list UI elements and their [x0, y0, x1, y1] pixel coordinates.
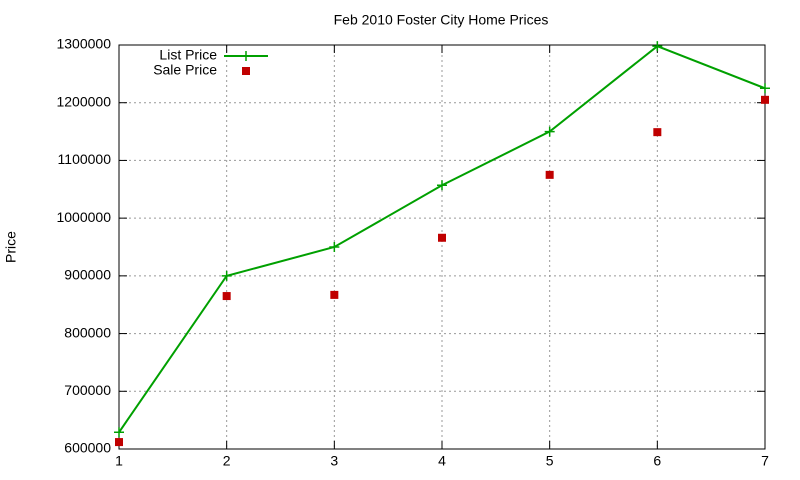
point-marker — [761, 95, 769, 104]
point-marker — [545, 170, 554, 179]
legend-label: Sale Price — [153, 62, 217, 78]
x-tick-label: 1 — [115, 453, 123, 469]
point-marker — [652, 41, 663, 52]
y-tick-label: 600000 — [64, 440, 111, 456]
point-marker — [329, 242, 340, 252]
chart-title: Feb 2010 Foster City Home Prices — [334, 12, 549, 28]
y-tick-label: 700000 — [64, 382, 111, 398]
legend-swatch — [241, 51, 251, 61]
y-tick-label: 900000 — [64, 267, 111, 283]
x-tick-label: 5 — [546, 453, 554, 469]
point-marker — [330, 290, 339, 299]
x-tick-label: 6 — [653, 453, 661, 469]
y-axis-label: Price — [3, 231, 19, 263]
legend-swatch — [242, 67, 250, 75]
plot-frame — [118, 44, 766, 450]
point-marker — [222, 292, 231, 301]
x-tick-label: 3 — [330, 453, 338, 469]
point-marker — [114, 427, 124, 438]
point-marker — [115, 438, 123, 447]
point-marker — [760, 83, 770, 94]
y-tick-label: 1200000 — [56, 93, 111, 109]
point-marker — [438, 233, 446, 242]
point-marker — [221, 270, 232, 281]
point-marker — [437, 180, 447, 191]
y-tick-label: 1100000 — [58, 151, 112, 167]
x-tick-label: 2 — [223, 453, 231, 469]
y-tick-label: 1000000 — [56, 209, 111, 225]
y-tick-label: 800000 — [64, 324, 111, 340]
x-tick-label: 7 — [761, 453, 769, 469]
y-tick-label: 1300000 — [56, 36, 111, 52]
legend-label: List Price — [159, 47, 217, 63]
point-marker — [653, 128, 662, 137]
x-tick-label: 4 — [438, 453, 446, 469]
point-marker — [544, 126, 555, 137]
